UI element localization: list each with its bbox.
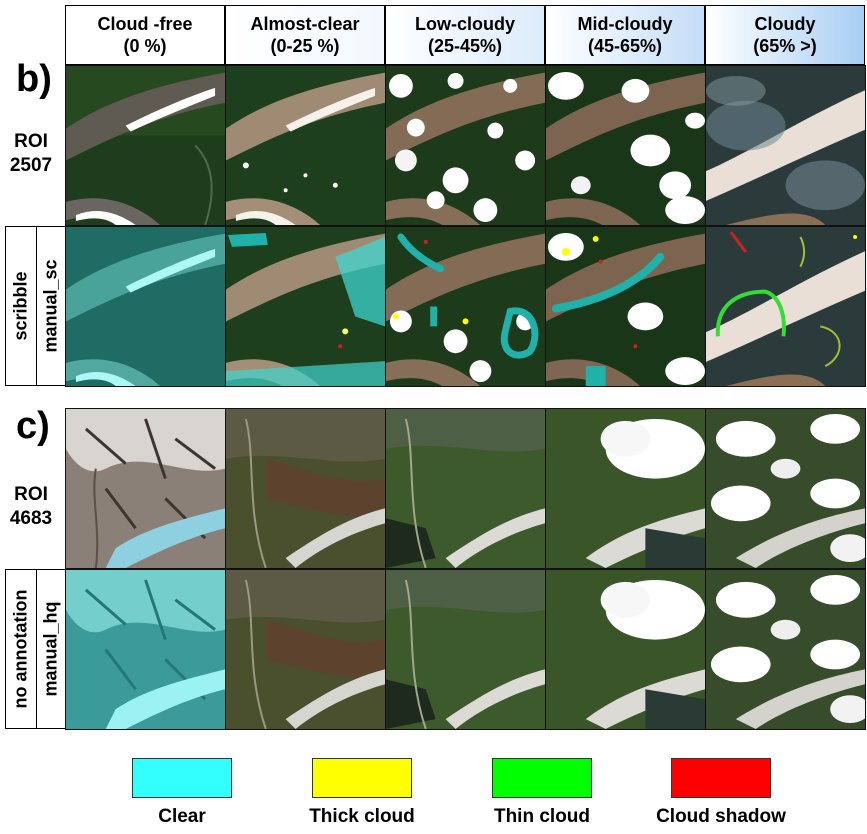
column-header-title: Mid-cloudy — [577, 14, 673, 34]
legend-label-cloud-shadow: Cloud shadow — [656, 806, 786, 827]
column-header-title: Low-cloudy — [415, 14, 515, 34]
satellite-image-c-low-cloudy — [385, 408, 546, 569]
roi-id: 4683 — [9, 508, 53, 529]
panel-c-roi-label: ROI 4683 — [0, 483, 62, 531]
roi-label: ROI — [14, 131, 48, 152]
roi-id: 2507 — [9, 155, 53, 176]
annotation-image-b-cloud-free — [65, 226, 226, 387]
column-header-mid-cloudy: Mid-cloudy (45-65%) — [545, 5, 705, 65]
roi-label: ROI — [14, 484, 48, 505]
satellite-image-b-low-cloudy — [385, 65, 546, 226]
annotation-type-label: scribble — [10, 271, 31, 341]
panel-b-annotation-source-box: manual_sc — [36, 226, 66, 386]
column-header-range: (0 %) — [123, 36, 167, 56]
column-header-title: Cloudy — [754, 14, 816, 34]
satellite-image-c-almost-clear — [225, 408, 386, 569]
legend-label-clear: Clear — [158, 806, 206, 827]
annotation-source-label: manual_hq — [40, 601, 61, 697]
annotation-image-b-almost-clear — [225, 226, 386, 387]
column-header-range: (65% >) — [753, 36, 817, 56]
satellite-image-c-cloud-free — [65, 408, 226, 569]
column-header-title: Cloud -free — [97, 14, 193, 34]
annotation-image-c-almost-clear — [225, 569, 386, 730]
annotation-image-c-cloud-free — [65, 569, 226, 730]
panel-c-annotation-source-box: manual_hq — [36, 569, 66, 729]
column-header-range: (0-25 %) — [270, 36, 340, 56]
legend-label-thin-cloud: Thin cloud — [493, 806, 591, 827]
satellite-image-b-mid-cloudy — [545, 65, 706, 226]
column-header-title: Almost-clear — [250, 14, 360, 34]
panel-b-roi-label: ROI 2507 — [0, 130, 62, 178]
satellite-image-c-cloudy — [705, 408, 866, 569]
panel-c-letter: c) — [16, 405, 50, 447]
legend-swatch-cloud-shadow — [671, 758, 771, 798]
panel-b-letter: b) — [16, 58, 52, 100]
annotation-source-label: manual_sc — [40, 259, 61, 353]
legend-swatch-clear — [132, 758, 232, 798]
column-header-low-cloudy: Low-cloudy (25-45%) — [385, 5, 545, 65]
satellite-image-b-cloudy — [705, 65, 866, 226]
column-header-range: (25-45%) — [427, 36, 503, 56]
column-header-cloudy: Cloudy (65% >) — [705, 5, 865, 65]
legend-swatch-thin-cloud — [492, 758, 592, 798]
column-header-almost-clear: Almost-clear (0-25 %) — [225, 5, 385, 65]
annotation-image-c-low-cloudy — [385, 569, 546, 730]
annotation-image-c-mid-cloudy — [545, 569, 706, 730]
column-header-range: (45-65%) — [587, 36, 663, 56]
panel-c-annotation-type-box: no annotation — [5, 569, 37, 729]
column-header-cloud-free: Cloud -free (0 %) — [65, 5, 225, 65]
satellite-image-b-cloud-free — [65, 65, 226, 226]
annotation-image-b-mid-cloudy — [545, 226, 706, 387]
annotation-image-c-cloudy — [705, 569, 866, 730]
panel-b-annotation-type-box: scribble — [5, 226, 37, 386]
annotation-type-label: no annotation — [10, 589, 31, 709]
annotation-image-b-cloudy — [705, 226, 866, 387]
legend-swatch-thick-cloud — [312, 758, 412, 798]
legend-label-thick-cloud: Thick cloud — [309, 806, 415, 827]
satellite-image-b-almost-clear — [225, 65, 386, 226]
satellite-image-c-mid-cloudy — [545, 408, 706, 569]
annotation-image-b-low-cloudy — [385, 226, 546, 387]
